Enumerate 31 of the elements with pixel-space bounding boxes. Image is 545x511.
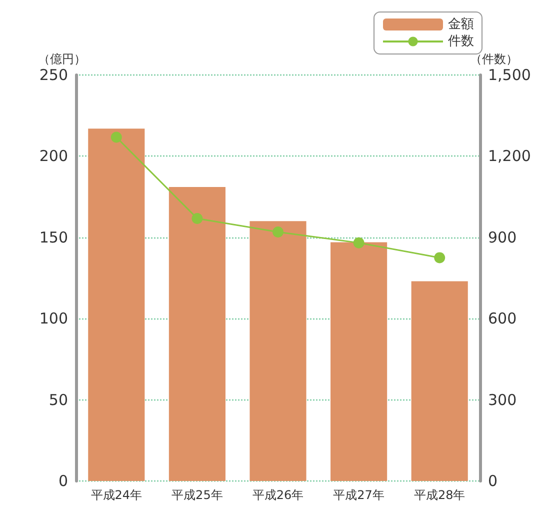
x-tick-label: 平成26年 [252,488,304,502]
x-tick-label: 平成25年 [172,488,223,502]
y-tick-label: 50 [48,390,68,409]
y-tick-label: 250 [39,66,68,84]
bar [330,242,388,481]
bar [88,128,145,481]
bar [168,187,226,481]
point [272,226,284,238]
point [110,132,122,143]
y2-tick-label: 600 [488,310,517,328]
y-tick-label: 200 [39,147,68,166]
point [353,237,364,248]
y2-tick-label: 300 [488,390,517,409]
y2-tick-label: 0 [488,472,498,490]
y-axis-title: （億円） [38,52,86,66]
point [192,212,203,224]
point [434,252,446,264]
x-tick-label: 平成28年 [414,488,466,502]
y-tick-label: 150 [39,228,68,246]
legend-label: 件数 [448,34,474,49]
bar [250,221,306,481]
y2-tick-label: 900 [488,228,517,246]
y-tick-label: 0 [58,472,68,490]
y2-tick-label: 1,200 [488,147,531,166]
bar [411,281,468,481]
legend-label: 金額 [448,17,474,32]
x-tick-label: 平成24年 [90,488,142,502]
y2-axis-title: （件数） [470,52,518,66]
x-tick-label: 平成27年 [333,488,384,502]
y2-tick-label: 1,500 [488,66,531,84]
y-tick-label: 100 [39,310,68,328]
